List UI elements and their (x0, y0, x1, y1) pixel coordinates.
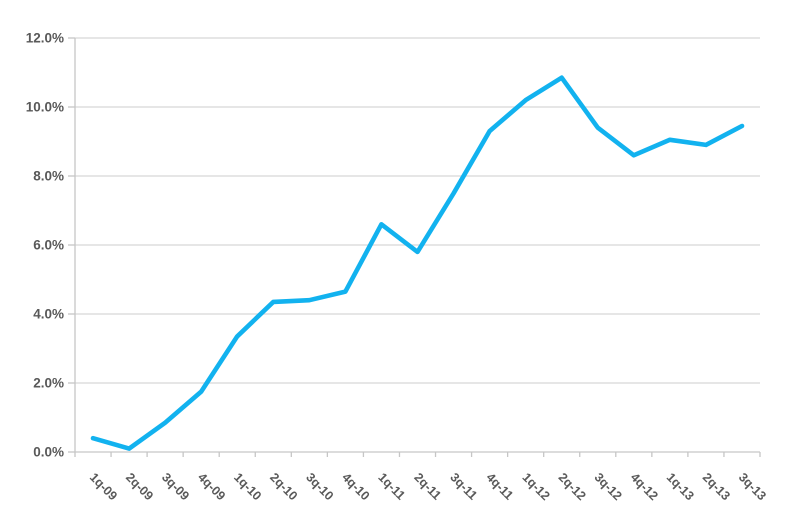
x-axis-tick-label: 1q-12 (520, 470, 553, 503)
x-axis-tick-label: 4q-10 (339, 470, 372, 503)
x-axis-tick-label: 3q-13 (736, 470, 769, 503)
data-series-line (90, 75, 745, 451)
x-axis-tick-label: 4q-12 (628, 470, 661, 503)
x-axis-tick-label: 2q-09 (123, 470, 156, 503)
y-axis-tick-label: 10.0% (26, 100, 64, 115)
y-axis-tick-label: 2.0% (33, 376, 64, 391)
x-axis-tick-label: 1q-13 (664, 470, 697, 503)
y-axis-tick-label: 8.0% (33, 169, 64, 184)
y-axis-tick-label: 4.0% (33, 307, 64, 322)
x-axis-tick-label: 3q-11 (447, 470, 480, 503)
x-axis-tick-label: 4q-11 (483, 470, 516, 503)
x-axis-tick-label: 3q-12 (592, 470, 625, 503)
x-axis-tick-label: 1q-10 (231, 470, 264, 503)
y-axis-tick-label: 0.0% (33, 445, 64, 460)
x-axis-tick-label: 2q-13 (700, 470, 733, 503)
x-axis-tick-label: 2q-12 (556, 470, 589, 503)
x-axis-tick-label: 3q-09 (159, 470, 192, 503)
x-axis-tick-label: 1q-09 (87, 470, 120, 503)
x-axis-tick-label: 2q-10 (267, 470, 300, 503)
y-axis-tick-label: 6.0% (33, 238, 64, 253)
x-axis-tick-label: 2q-11 (411, 470, 444, 503)
x-axis-tick-label: 4q-09 (195, 470, 228, 503)
x-axis-tick-label: 3q-10 (303, 470, 336, 503)
y-axis-tick-label: 12.0% (26, 31, 64, 46)
x-axis-tick-label: 1q-11 (375, 470, 408, 503)
